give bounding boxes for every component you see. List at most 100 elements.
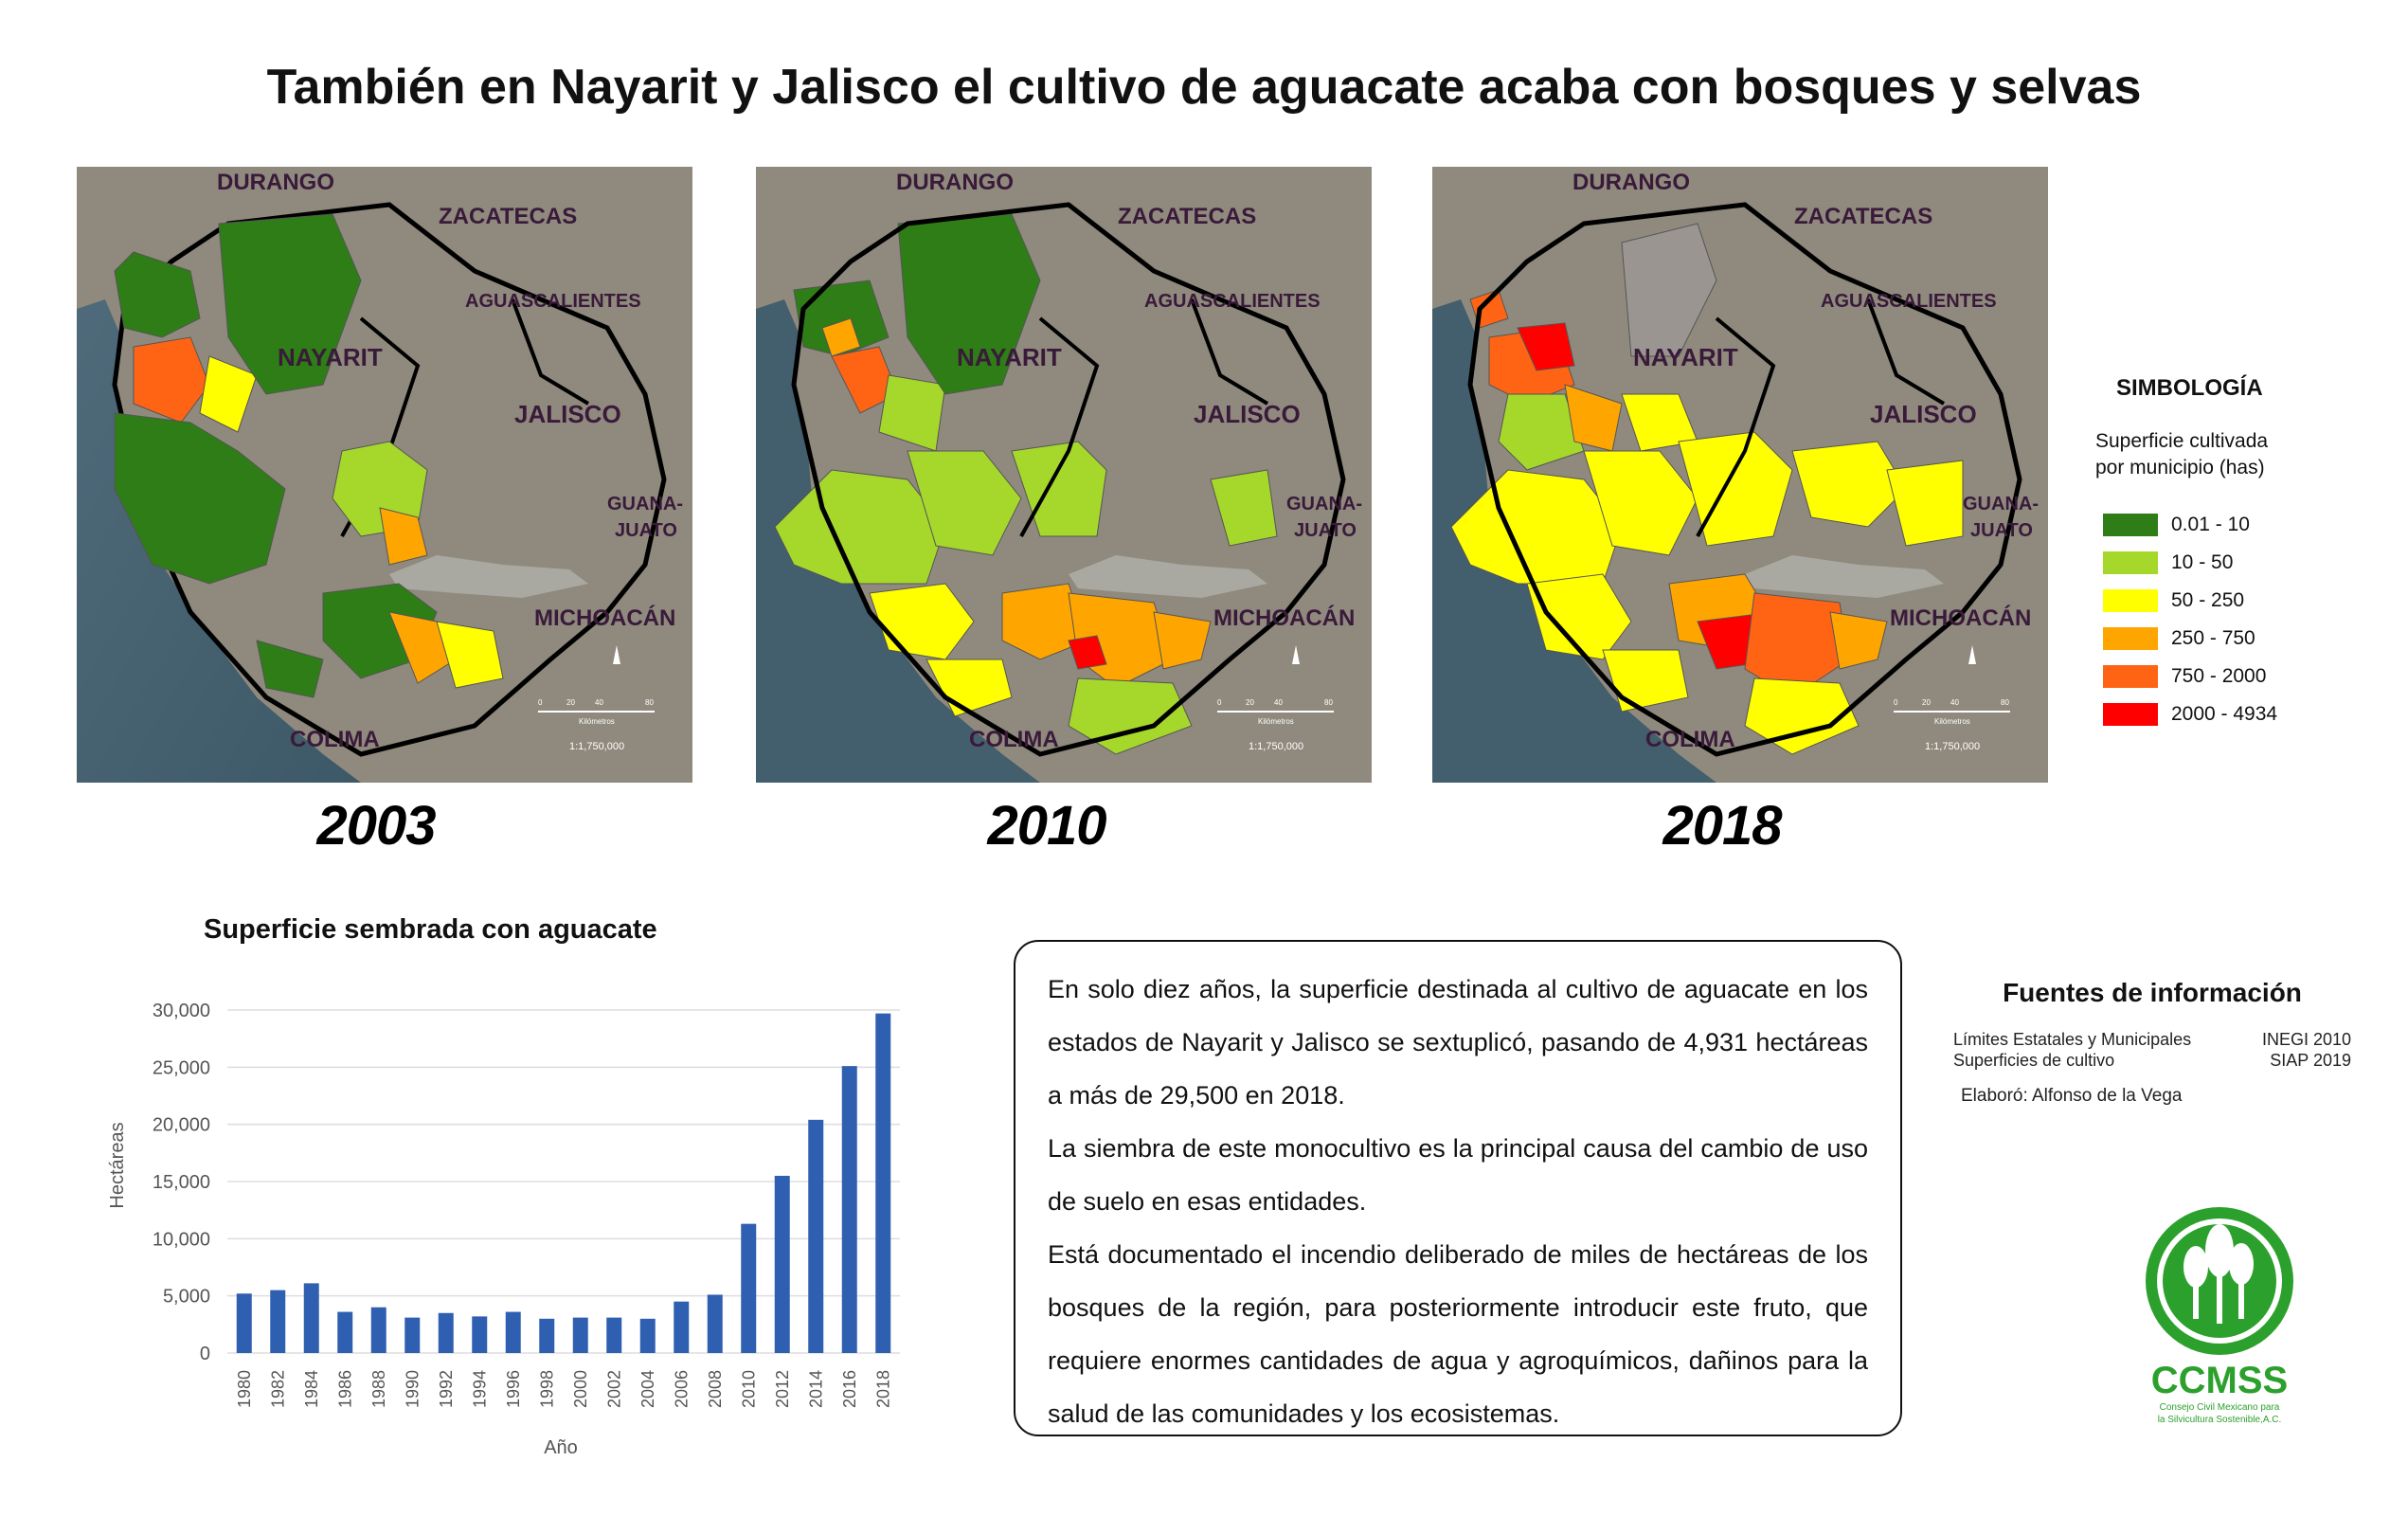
x-axis-label: Año xyxy=(544,1437,578,1458)
x-tick-label: 2002 xyxy=(604,1370,623,1408)
legend-label: 250 - 750 xyxy=(2171,627,2255,649)
bar-1986 xyxy=(337,1311,353,1353)
scale-20: 20 xyxy=(1922,698,1931,707)
scale-0: 0 xyxy=(538,698,543,707)
lake-chapala xyxy=(389,555,588,598)
label-aguascalientes: AGUASCALIENTES xyxy=(1821,291,1997,312)
state-border-outline xyxy=(112,202,667,757)
label-zacatecas: ZACATECAS xyxy=(439,204,577,229)
legend-label: 10 - 50 xyxy=(2171,551,2234,573)
source-name: Superficies de cultivo xyxy=(1953,1051,2115,1070)
label-michoacan: MICHOACÁN xyxy=(1890,605,2031,631)
label-guanajuato-2: JUATO xyxy=(1294,520,1357,541)
description-textbox: En solo diez años, la superficie destina… xyxy=(1014,940,1902,1436)
scale-0: 0 xyxy=(1894,698,1898,707)
x-tick-label: 2000 xyxy=(571,1370,590,1408)
scale-40: 40 xyxy=(595,698,603,707)
bar-1992 xyxy=(438,1312,454,1353)
legend-label: 2000 - 4934 xyxy=(2171,703,2278,725)
map-2018-svg: DURANGO ZACATECAS AGUASCALIENTES NAYARIT… xyxy=(1432,167,2048,783)
y-tick-label: 25,000 xyxy=(153,1057,210,1078)
label-guanajuato-1: GUANA- xyxy=(1963,494,2039,514)
x-tick-label: 2004 xyxy=(638,1370,657,1408)
map-2010-svg: DURANGO ZACATECAS AGUASCALIENTES NAYARIT… xyxy=(756,167,1372,783)
label-nayarit: NAYARIT xyxy=(278,343,383,371)
bar-2000 xyxy=(572,1317,588,1353)
x-tick-label: 2006 xyxy=(672,1370,691,1408)
bar-2002 xyxy=(606,1317,622,1353)
label-colima: COLIMA xyxy=(969,727,1059,752)
scale-unit: Kilómetros xyxy=(579,717,615,726)
y-tick-label: 20,000 xyxy=(153,1115,210,1136)
x-tick-label: 2018 xyxy=(873,1370,892,1408)
logo-line-2: la Silvicultura Sostenible,A.C. xyxy=(2158,1415,2282,1425)
state-border-zacatecas xyxy=(511,298,590,406)
legend-item: 250 - 750 xyxy=(2103,620,2342,658)
description-paragraph-2: La siembra de este monocultivo es la pri… xyxy=(1048,1134,1868,1216)
bar-1998 xyxy=(539,1318,555,1353)
map-2003: DURANGO ZACATECAS AGUASCALIENTES NAYARIT… xyxy=(77,167,692,783)
y-tick-label: 0 xyxy=(200,1344,210,1364)
y-tick-label: 30,000 xyxy=(153,1001,210,1021)
x-tick-label: 1992 xyxy=(437,1370,456,1408)
north-arrow-icon xyxy=(1968,645,1976,664)
sources-panel: Fuentes de información Límites Estatales… xyxy=(1953,978,2351,1107)
logo-acronym: CCMSS xyxy=(2151,1360,2288,1401)
legend-swatch xyxy=(2103,703,2158,726)
label-aguascalientes: AGUASCALIENTES xyxy=(1144,291,1321,312)
x-tick-label: 1986 xyxy=(335,1370,354,1408)
legend-items: 0.01 - 10 10 - 50 50 - 250 250 - 750 750 - 2… xyxy=(2103,506,2342,733)
label-guanajuato-2: JUATO xyxy=(615,520,677,541)
label-michoacan: MICHOACÁN xyxy=(1213,605,1355,631)
bar-chart: Superficie sembrada con aguacate Hectáre… xyxy=(85,910,938,1478)
bar-1996 xyxy=(505,1311,521,1353)
label-jalisco: JALISCO xyxy=(514,400,621,428)
y-tick-label: 15,000 xyxy=(153,1172,210,1193)
label-jalisco: JALISCO xyxy=(1194,400,1301,428)
source-name: Límites Estatales y Municipales xyxy=(1953,1030,2192,1049)
x-tick-label: 2010 xyxy=(739,1370,758,1408)
x-tick-label: 1990 xyxy=(403,1370,422,1408)
source-origin: SIAP 2019 xyxy=(2270,1051,2351,1070)
label-colima: COLIMA xyxy=(290,727,380,752)
x-tick-label: 1996 xyxy=(504,1370,523,1408)
legend-swatch xyxy=(2103,551,2158,574)
scale-20: 20 xyxy=(566,698,575,707)
north-arrow-icon xyxy=(1292,645,1300,664)
bar-2012 xyxy=(774,1175,790,1353)
label-aguascalientes: AGUASCALIENTES xyxy=(465,291,641,312)
label-durango: DURANGO xyxy=(217,170,334,195)
bar-1982 xyxy=(270,1290,286,1353)
scale-0: 0 xyxy=(1217,698,1222,707)
north-arrow-icon xyxy=(613,645,620,664)
legend-swatch xyxy=(2103,665,2158,688)
legend-title: SIMBOLOGÍA xyxy=(2116,375,2263,401)
y-tick-label: 5,000 xyxy=(163,1287,210,1308)
x-tick-label: 2008 xyxy=(706,1370,725,1408)
ccmss-logo: CCMSS Consejo Civil Mexicano para la Sil… xyxy=(2139,1205,2300,1433)
source-origin: INEGI 2010 xyxy=(2261,1030,2351,1049)
bar-1994 xyxy=(472,1316,488,1353)
bar-2004 xyxy=(639,1318,656,1353)
x-tick-label: 1998 xyxy=(537,1370,556,1408)
y-axis-label: Hectáreas xyxy=(107,1122,128,1208)
legend-subtitle-line-1: Superficie cultivada xyxy=(2095,430,2269,452)
legend-subtitle-line-2: por municipio (has) xyxy=(2095,457,2265,478)
bar-2014 xyxy=(808,1119,824,1353)
scale-20: 20 xyxy=(1246,698,1254,707)
x-tick-label: 1994 xyxy=(470,1370,489,1408)
bar-1990 xyxy=(404,1317,421,1353)
source-row: Superficies de cultivo SIAP 2019 xyxy=(1953,1050,2351,1071)
label-guanajuato-1: GUANA- xyxy=(1286,494,1362,514)
label-zacatecas: ZACATECAS xyxy=(1118,204,1256,229)
bar-2016 xyxy=(841,1066,857,1353)
legend-swatch xyxy=(2103,514,2158,536)
label-durango: DURANGO xyxy=(896,170,1014,195)
label-durango: DURANGO xyxy=(1572,170,1690,195)
map-2003-svg: DURANGO ZACATECAS AGUASCALIENTES NAYARIT… xyxy=(77,167,692,783)
legend-item: 10 - 50 xyxy=(2103,544,2342,582)
x-tick-label: 2012 xyxy=(773,1370,792,1408)
legend-item: 50 - 250 xyxy=(2103,582,2342,620)
bar-2006 xyxy=(674,1301,690,1353)
legend-item: 2000 - 4934 xyxy=(2103,695,2342,733)
